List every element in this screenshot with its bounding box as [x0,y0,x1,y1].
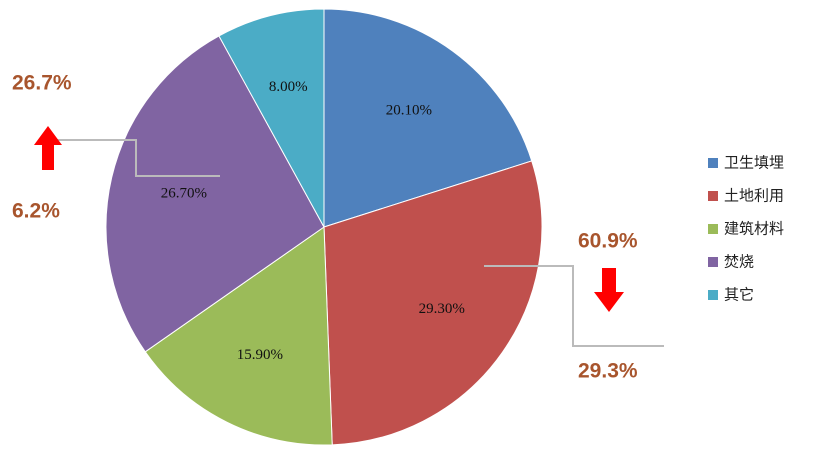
legend-label: 土地利用 [724,187,784,205]
legend-label: 焚烧 [724,253,754,271]
legend-swatch [708,224,718,234]
annotation: 29.3% [578,360,638,383]
pie: 20.10% 29.30% 15.90% 26.70% 8.00% [105,8,543,446]
pie-slice [105,35,325,353]
callout-line [50,139,220,177]
legend-label: 卫生填埋 [724,154,784,172]
pie-slice [323,8,533,228]
up-arrow [34,126,62,170]
annotation: 26.7% [12,72,72,95]
legend-swatch [708,158,718,168]
slice-label: 20.10% [386,102,432,118]
legend-swatch [708,191,718,201]
annotation: 60.9% [578,230,638,253]
pie-slice [218,8,325,228]
pie-slice [323,160,543,446]
slice-label: 29.30% [419,301,465,317]
down-arrow [594,268,624,312]
pie-slice [144,226,333,446]
slice-label: 26.70% [161,186,207,202]
annotation: 6.2% [12,200,60,223]
legend-swatch [708,290,718,300]
callout-line [484,265,664,347]
slice-label: 15.90% [237,347,283,363]
legend-label: 建筑材料 [724,220,784,238]
legend-label: 其它 [724,286,754,304]
slice-label: 8.00% [269,79,308,95]
legend-swatch [708,257,718,267]
